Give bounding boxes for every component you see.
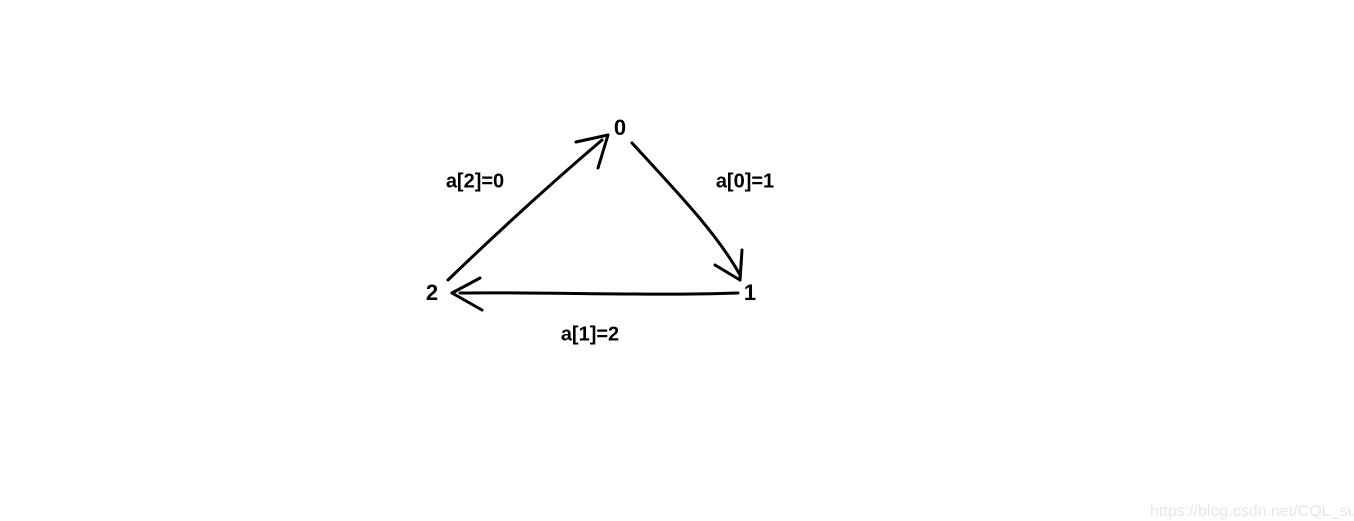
edge-e01 <box>632 143 740 275</box>
arrowhead-e12 <box>452 278 480 293</box>
node-n0: 0 <box>614 115 626 141</box>
arrowhead-e20 <box>576 135 608 142</box>
edge-label-e20: a[2]=0 <box>446 171 504 194</box>
watermark-text: https://blog.csdn.net/CQL_sure <box>1150 503 1354 521</box>
edge-e20 <box>448 140 602 280</box>
arrowhead-e01 <box>740 250 742 280</box>
arrowhead-e12 <box>452 293 482 310</box>
node-n1: 1 <box>744 280 756 306</box>
graph-canvas <box>0 0 1354 521</box>
edge-e12 <box>460 293 738 294</box>
edge-label-e01: a[0]=1 <box>716 171 774 194</box>
edge-label-e12: a[1]=2 <box>561 324 619 347</box>
node-n2: 2 <box>426 280 438 306</box>
